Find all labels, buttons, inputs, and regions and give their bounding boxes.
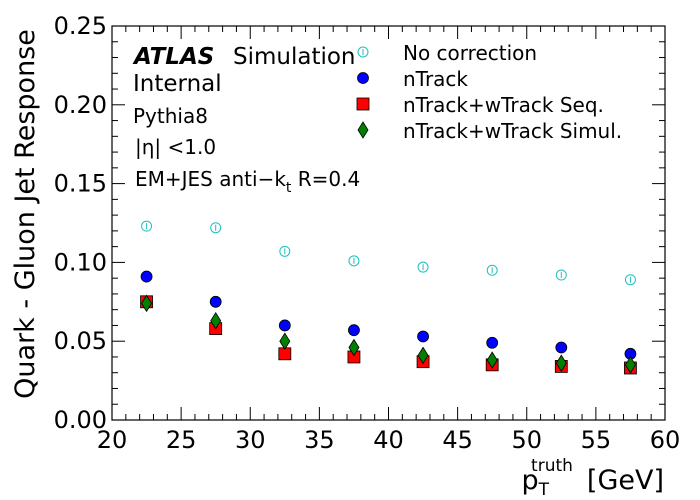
legend-marker — [357, 46, 369, 58]
y-tick-label: 0.15 — [54, 170, 107, 198]
x-tick-label: 25 — [166, 426, 197, 454]
legend-marker — [356, 97, 370, 111]
data-point — [279, 332, 291, 350]
data-point — [348, 338, 360, 357]
tick-labels: 20 25 30 35 40 45 50 55 60 0.00 0.05 0.10 0.15 0.20 0.… — [54, 12, 681, 454]
y-tick-label: 0.10 — [54, 248, 107, 276]
data-point — [141, 220, 153, 232]
x-axis-title-unit: [GeV] — [587, 465, 664, 496]
legend-marker — [357, 72, 369, 84]
y-tick-label: 0.05 — [54, 327, 107, 355]
data-point — [555, 341, 568, 354]
x-tick-label: 30 — [235, 426, 266, 454]
x-tick-label: 50 — [511, 426, 542, 454]
legend-label: nTrack+wTrack Simul. — [403, 119, 622, 143]
data-point — [278, 319, 291, 332]
data-point — [624, 356, 636, 374]
eta-cut-label: |η| <1.0 — [135, 135, 216, 159]
x-axis-title-sub: T — [538, 480, 550, 500]
y-tick-label: 0.20 — [54, 91, 107, 119]
legend-marker — [357, 121, 369, 139]
annotation-block: ATLAS Simulation Internal Pythia8 |η| <1… — [132, 44, 360, 196]
data-point — [417, 261, 429, 273]
data-point — [624, 274, 636, 286]
data-point — [348, 324, 360, 337]
legend-label: nTrack+wTrack Seq. — [403, 93, 604, 117]
data-point — [348, 255, 360, 267]
x-axis-title-sup: truth — [531, 456, 573, 476]
data-point — [486, 264, 498, 276]
data-point — [209, 295, 222, 308]
atlas-label: ATLAS — [132, 44, 214, 70]
y-tick-label: 0.25 — [54, 12, 107, 40]
data-point — [417, 330, 429, 343]
x-tick-label: 55 — [581, 426, 612, 454]
internal-label: Internal — [133, 71, 222, 97]
jet-definition-label: EM+JES anti−kt R=0.4 — [135, 167, 360, 196]
simulation-label: Simulation — [233, 44, 356, 70]
data-point — [486, 336, 499, 349]
data-point — [555, 269, 567, 281]
data-point — [555, 354, 567, 373]
generator-label: Pythia8 — [133, 104, 208, 128]
y-axis-title: Quark - Gluon Jet Response — [10, 29, 41, 399]
legend-label: No correction — [403, 41, 537, 65]
x-tick-label: 45 — [442, 426, 473, 454]
data-point — [417, 346, 429, 365]
axis-ticks — [111, 25, 666, 421]
y-tick-label: 0.00 — [54, 406, 107, 434]
legend-label: nTrack — [403, 67, 468, 91]
data-point — [486, 351, 498, 369]
x-tick-label: 35 — [304, 426, 335, 454]
data-point — [140, 270, 153, 283]
data-points — [140, 220, 637, 375]
data-point — [210, 222, 222, 234]
x-tick-label: 40 — [373, 426, 404, 454]
data-point — [141, 294, 153, 313]
data-point — [279, 245, 291, 257]
x-axis-title: pTtruth [GeV] — [522, 456, 664, 500]
x-tick-label: 60 — [650, 426, 681, 454]
x-axis-title-main: p — [522, 465, 539, 496]
data-point — [210, 311, 222, 330]
x-tick-label: 20 — [97, 426, 128, 454]
